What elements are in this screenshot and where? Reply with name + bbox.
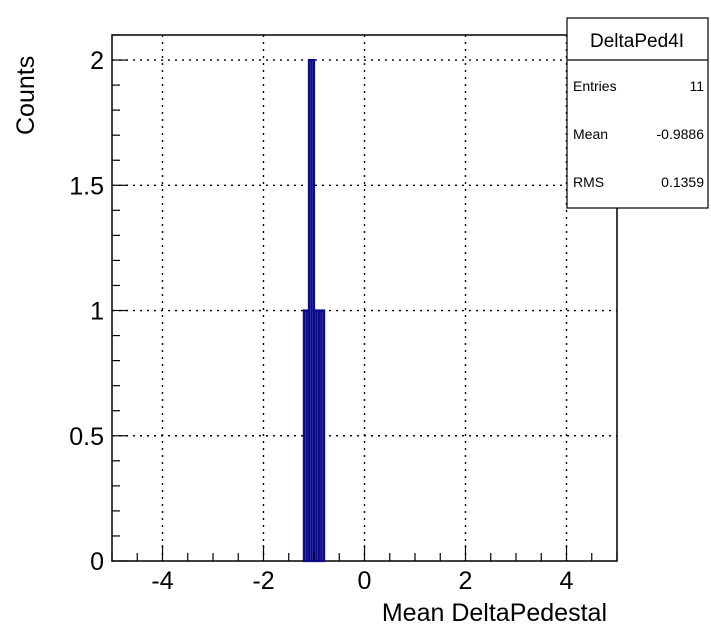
stats-entries-value: 11	[689, 78, 704, 94]
y-tick-label: 2	[90, 47, 104, 75]
y-tick-label: 1.5	[69, 172, 104, 200]
stats-box-frame	[566, 17, 709, 209]
stats-box: DeltaPed4I Entries 11 Mean -0.9886 RMS 0…	[566, 17, 709, 209]
x-tick-label: -2	[252, 567, 274, 595]
y-tick-label: 0.5	[69, 423, 104, 451]
stats-rms-label: RMS	[573, 174, 604, 190]
bars	[302, 58, 326, 563]
x-axis-title: Mean DeltaPedestal	[382, 599, 607, 627]
y-tick-label: 1	[90, 298, 104, 326]
y-axis: 0 0.5 1 1.5 2	[69, 34, 128, 576]
stats-rms-value: 0.1359	[661, 174, 704, 190]
grid	[112, 35, 617, 561]
y-tick-label: 0	[90, 548, 104, 576]
y-axis-title: Counts	[12, 56, 40, 135]
x-axis: -4 -2 0 2 4	[111, 545, 618, 595]
stats-title: DeltaPed4I	[590, 31, 684, 52]
x-tick-label: 0	[358, 567, 372, 595]
x-tick-label: 2	[459, 567, 473, 595]
x-tick-label: -4	[151, 567, 173, 595]
stats-entries-label: Entries	[573, 78, 617, 94]
stats-mean-value: -0.9886	[657, 126, 705, 142]
stats-mean-label: Mean	[573, 126, 608, 142]
x-tick-label: 4	[560, 567, 574, 595]
